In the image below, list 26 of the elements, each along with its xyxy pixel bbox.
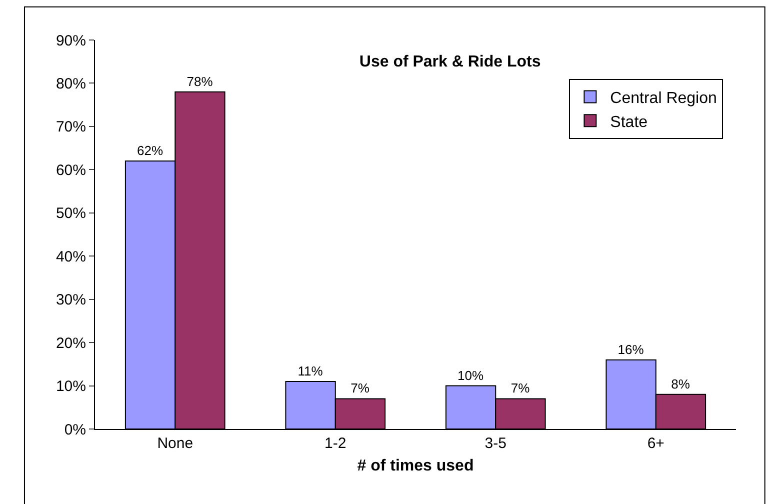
text: Use of Park & Ride Lots bbox=[359, 54, 541, 71]
data-label: 7% bbox=[510, 380, 530, 396]
data-label: 10% bbox=[458, 368, 484, 383]
x-axis-title: # of times used bbox=[357, 458, 474, 475]
legend-label: State bbox=[610, 114, 648, 131]
data-label: 62% bbox=[137, 143, 164, 158]
x-tick-label: 6+ bbox=[647, 435, 665, 452]
data-label: 78% bbox=[186, 74, 214, 89]
y-tick-label: 80% bbox=[56, 75, 86, 92]
data-label: 7% bbox=[350, 380, 370, 396]
y-tick-label: 30% bbox=[56, 292, 86, 309]
y-tick-label: 10% bbox=[56, 378, 86, 396]
data-label: 16% bbox=[618, 342, 644, 357]
y-tick-label: 90% bbox=[56, 32, 86, 50]
y-tick-label: 50% bbox=[56, 205, 86, 222]
y-tick-label: 20% bbox=[56, 334, 86, 352]
legend-label: Central Region bbox=[610, 90, 717, 108]
data-label: 8% bbox=[671, 376, 690, 392]
data-label: 11% bbox=[298, 363, 324, 378]
x-tick-label: 3-5 bbox=[484, 435, 506, 452]
x-tick-label: 1-2 bbox=[324, 435, 346, 452]
y-tick-label: 0% bbox=[64, 421, 86, 438]
y-tick-label: 40% bbox=[56, 248, 86, 266]
y-tick-label: 70% bbox=[56, 118, 86, 136]
x-tick-label: None bbox=[157, 435, 194, 452]
y-tick-label: 60% bbox=[56, 162, 86, 179]
